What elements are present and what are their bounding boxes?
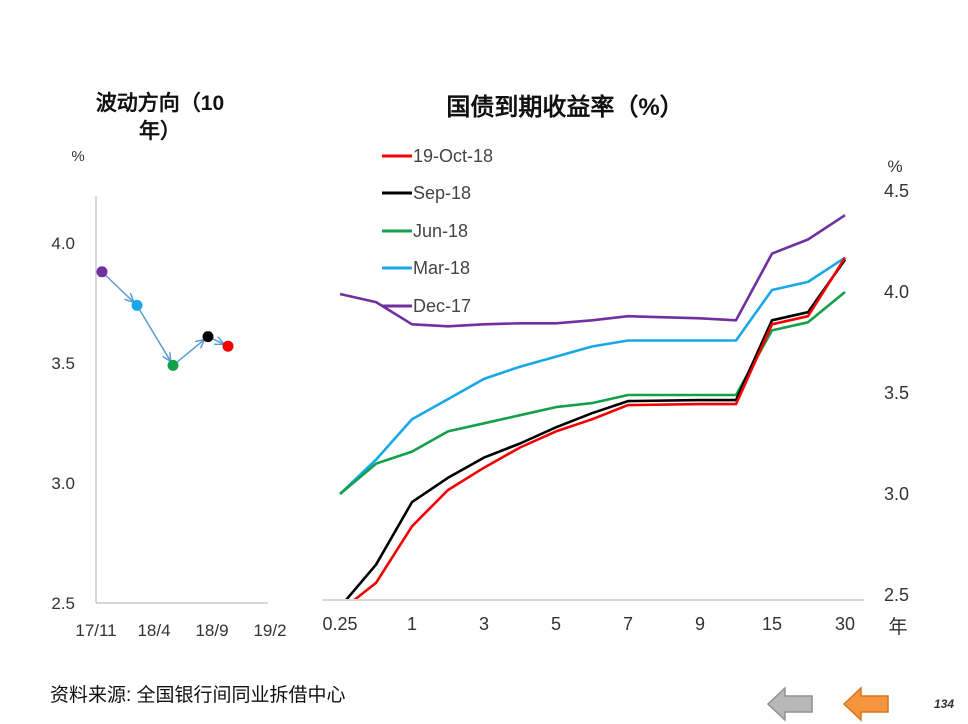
source-note: 资料来源: 全国银行间同业拆借中心 <box>50 685 346 706</box>
series-line <box>339 214 846 328</box>
series-line <box>353 257 847 599</box>
data-point <box>96 266 108 278</box>
left-chart-title-line1: 波动方向（10 <box>95 92 225 115</box>
data-point <box>222 340 234 352</box>
data-point <box>202 331 214 343</box>
series-line <box>339 290 846 495</box>
y-tick-label: 2.5 <box>884 585 909 605</box>
x-tick-label: 15 <box>762 614 782 634</box>
x-unit-label: 年 <box>888 616 907 638</box>
series-line <box>339 256 846 495</box>
data-point <box>167 359 179 371</box>
direction-arrow <box>139 309 170 361</box>
previous-arrow-icon[interactable] <box>767 686 813 722</box>
legend-label: 19-Oct-18 <box>413 146 493 166</box>
x-tick-label: 1 <box>407 614 417 634</box>
direction-arrow <box>212 339 223 344</box>
legend-label: Dec-17 <box>413 296 471 316</box>
y-tick-label: 4.0 <box>51 234 75 253</box>
y-unit-label: % <box>71 148 84 165</box>
data-point <box>131 299 143 311</box>
y-tick-label: 2.5 <box>51 594 75 613</box>
next-arrow-icon[interactable] <box>843 686 889 722</box>
y-tick-label: 3.5 <box>884 383 909 403</box>
direction-arrow <box>105 275 133 302</box>
direction-arrow <box>176 340 204 363</box>
legend-label: Mar-18 <box>413 258 470 278</box>
x-tick-label: 3 <box>479 614 489 634</box>
x-tick-label: 0.25 <box>322 614 357 634</box>
right-chart-title: 国债到期收益率（%） <box>446 94 684 121</box>
x-tick-label: 19/2 <box>253 621 286 640</box>
x-tick-label: 7 <box>623 614 633 634</box>
y-tick-label: 3.5 <box>51 354 75 373</box>
y-tick-label: 3.0 <box>884 484 909 504</box>
left-chart-title: 波动方向（10 年） <box>80 90 240 146</box>
x-tick-label: 18/9 <box>195 621 228 640</box>
legend-label: Jun-18 <box>413 221 468 241</box>
y-unit-label: % <box>887 157 902 176</box>
series-group <box>339 214 847 599</box>
x-tick-label: 5 <box>551 614 561 634</box>
x-tick-label: 9 <box>695 614 705 634</box>
x-tick-label: 17/11 <box>75 621 116 640</box>
y-tick-label: 4.5 <box>884 181 909 201</box>
left-chart-title-line2: 年） <box>139 120 181 143</box>
y-tick-label: 4.0 <box>884 282 909 302</box>
legend-label: Sep-18 <box>413 183 471 203</box>
x-tick-label: 18/4 <box>137 621 170 640</box>
y-tick-label: 3.0 <box>51 474 75 493</box>
x-tick-label: 30 <box>835 614 855 634</box>
series-line <box>345 258 847 599</box>
page-number: 134 <box>934 697 955 711</box>
